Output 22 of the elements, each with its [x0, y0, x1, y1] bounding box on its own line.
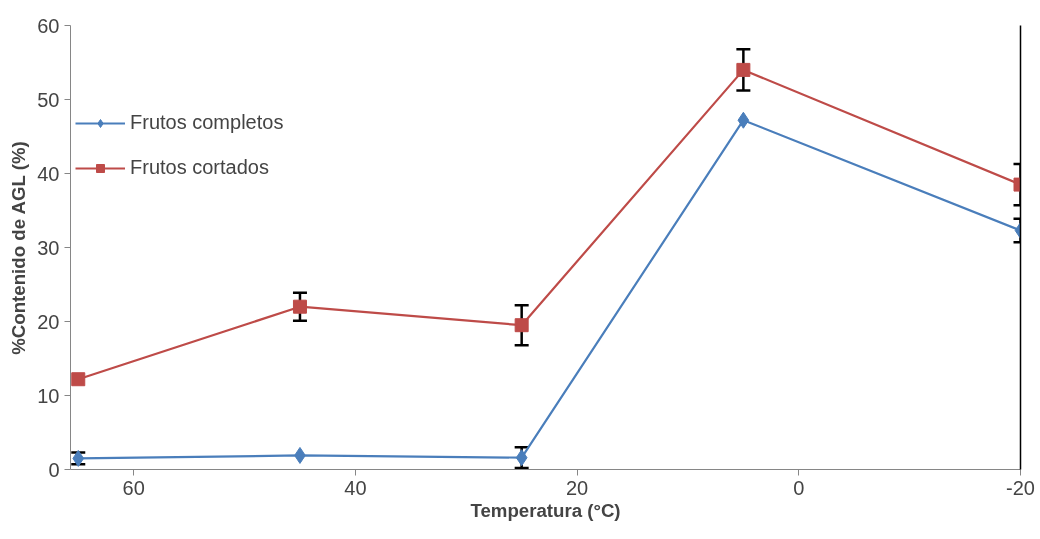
- point: [514, 318, 529, 333]
- y-tick-label: 50: [37, 88, 60, 111]
- point: [737, 111, 750, 129]
- x-axis-title: Temperatura (°C): [470, 499, 621, 521]
- y-tick-label: 30: [37, 236, 60, 259]
- y-axis-title: %Contenido de AGL (%): [8, 141, 30, 355]
- x-tick-label: 20: [565, 476, 589, 499]
- x-tick-label: 60: [122, 476, 145, 499]
- point: [736, 62, 751, 77]
- y-tick-label: 40: [37, 162, 60, 185]
- point: [72, 449, 85, 467]
- point: [292, 299, 307, 314]
- y-tick-label: 10: [37, 384, 60, 407]
- y-tick-label: 20: [37, 310, 60, 333]
- legend-label: Frutos completos: [130, 111, 284, 134]
- legend-label: Frutos cortados: [130, 156, 269, 179]
- y-tick-label: 0: [48, 458, 60, 481]
- point: [71, 372, 86, 387]
- x-tick-label: 0: [793, 476, 805, 499]
- x-tick-label: 40: [344, 476, 367, 499]
- x-tick-label: -20: [1006, 476, 1035, 499]
- y-tick-label: 60: [37, 14, 60, 37]
